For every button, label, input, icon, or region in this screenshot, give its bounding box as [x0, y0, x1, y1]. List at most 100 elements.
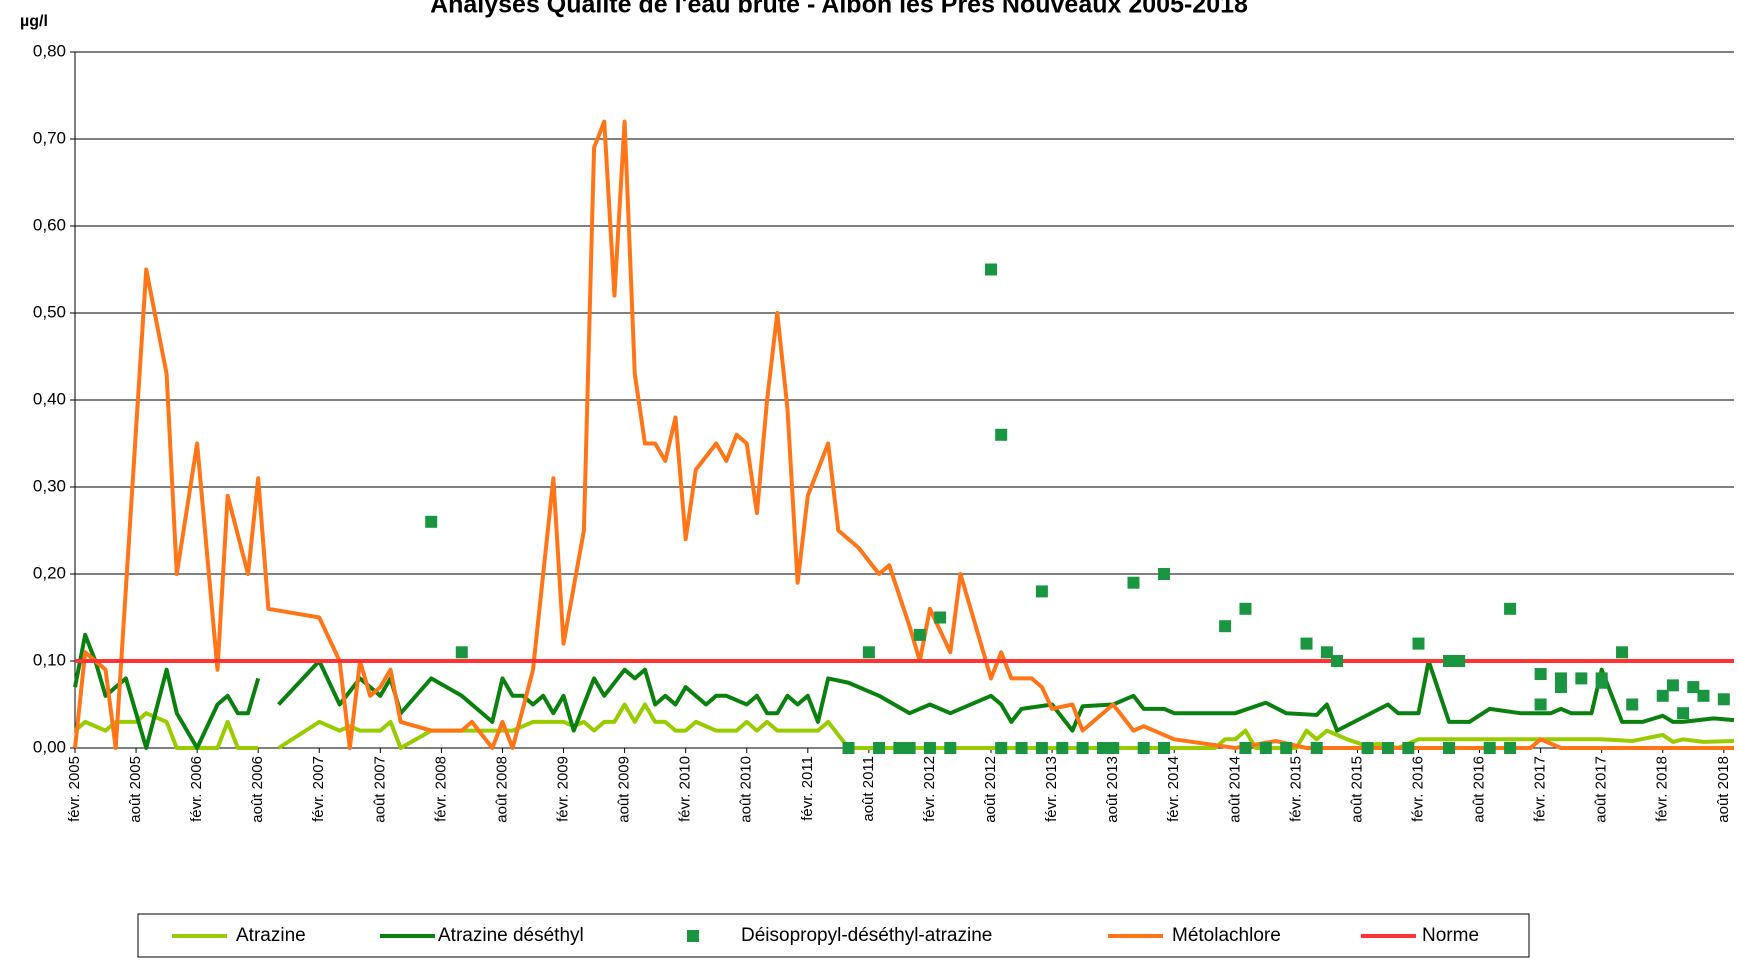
series-line [73, 702, 1735, 750]
data-point [873, 742, 886, 754]
data-point [995, 428, 1008, 441]
x-tick-label: févr. 2010 [677, 756, 694, 822]
data-point [1300, 637, 1313, 650]
data-point [1158, 568, 1171, 580]
data-point [1534, 668, 1547, 681]
x-tick-label: août 2005 [127, 756, 144, 823]
y-tick-label: 0,00 [33, 737, 66, 756]
data-point [1677, 707, 1690, 720]
x-tick-label: févr. 2012 [921, 756, 938, 822]
series-line [73, 119, 1734, 750]
x-tick-label: août 2015 [1348, 756, 1365, 823]
data-point [1096, 742, 1109, 754]
data-point [923, 742, 936, 754]
y-tick-label: 0,30 [33, 476, 66, 495]
data-point [1015, 742, 1028, 754]
data-point [1595, 676, 1608, 689]
legend-marker [687, 930, 699, 942]
data-point [1443, 742, 1456, 754]
y-tick-label: 0,40 [33, 389, 66, 408]
data-point [1626, 698, 1639, 711]
legend-label: Métolachlore [1172, 925, 1281, 946]
x-tick-label: août 2006 [249, 756, 266, 823]
data-point [1127, 576, 1140, 589]
data-point [1320, 646, 1333, 659]
data-point [1575, 672, 1588, 685]
data-point [1717, 693, 1730, 706]
data-point [995, 742, 1008, 754]
x-tick-label: août 2017 [1593, 756, 1610, 823]
data-point [893, 742, 906, 754]
data-point [1687, 681, 1700, 694]
series-line [73, 632, 1735, 750]
data-point [862, 646, 875, 659]
data-point [934, 611, 947, 624]
y-tick-label: 0,80 [33, 41, 66, 60]
data-point [1239, 602, 1252, 615]
data-point [1666, 679, 1679, 692]
x-tick-label: août 2012 [982, 756, 999, 823]
x-tick-label: févr. 2005 [66, 756, 83, 822]
data-point [1554, 672, 1567, 685]
x-tick-label: févr. 2011 [799, 756, 816, 821]
x-tick-label: août 2010 [738, 756, 755, 823]
data-point [1412, 637, 1425, 650]
data-point [1219, 620, 1232, 633]
data-point [1331, 655, 1344, 667]
data-point [944, 742, 957, 754]
data-point [1107, 742, 1120, 754]
data-point [1137, 742, 1150, 754]
legend-label: Déisopropyl-déséthyl-atrazine [741, 925, 992, 946]
legend-label: Norme [1422, 925, 1479, 946]
x-tick-label: août 2011 [860, 756, 877, 822]
y-tick-label: 0,20 [33, 563, 66, 582]
x-tick-label: août 2016 [1471, 756, 1488, 823]
data-point [1381, 742, 1394, 754]
x-tick-label: févr. 2017 [1532, 756, 1549, 822]
legend-label: Atrazine déséthyl [438, 925, 584, 946]
data-point [1697, 689, 1710, 702]
legend-label: Atrazine [236, 925, 306, 946]
data-point [913, 628, 926, 641]
data-point [1402, 742, 1415, 754]
x-tick-label: août 2014 [1226, 756, 1243, 823]
data-point [1310, 742, 1323, 754]
data-point [842, 742, 855, 754]
data-point [1239, 742, 1252, 754]
x-tick-label: août 2008 [493, 756, 510, 823]
y-tick-label: 0,10 [33, 650, 66, 669]
data-point [1504, 602, 1517, 615]
x-tick-label: févr. 2008 [432, 756, 449, 822]
chart-title: Analyses Qualité de l'eau brute - Albon … [430, 0, 1248, 19]
y-tick-label: 0,50 [33, 302, 66, 321]
data-point [1259, 742, 1272, 754]
data-point [1443, 655, 1456, 667]
data-point [1656, 689, 1669, 702]
data-point [1035, 742, 1048, 754]
x-tick-label: févr. 2007 [310, 756, 327, 822]
legend-box [137, 913, 1530, 958]
data-point [1504, 742, 1517, 754]
x-tick-label: févr. 2016 [1409, 756, 1426, 822]
data-point [1158, 742, 1171, 754]
data-point [1361, 742, 1374, 754]
y-tick-label: 0,70 [33, 128, 66, 147]
x-tick-label: févr. 2009 [555, 756, 572, 822]
x-tick-label: févr. 2015 [1287, 756, 1304, 822]
data-point [985, 263, 998, 276]
data-point [1280, 742, 1293, 754]
data-point [1453, 655, 1466, 667]
data-point [903, 742, 916, 754]
data-point [1616, 646, 1629, 659]
data-point [425, 515, 438, 528]
data-point [1534, 698, 1547, 711]
y-tick-label: 0,60 [33, 215, 66, 234]
x-tick-label: août 2009 [616, 756, 633, 823]
x-tick-label: févr. 2013 [1043, 756, 1060, 822]
data-point [455, 646, 468, 659]
x-tick-label: août 2018 [1715, 756, 1732, 823]
data-point [1056, 742, 1069, 754]
x-tick-label: août 2013 [1104, 756, 1121, 823]
